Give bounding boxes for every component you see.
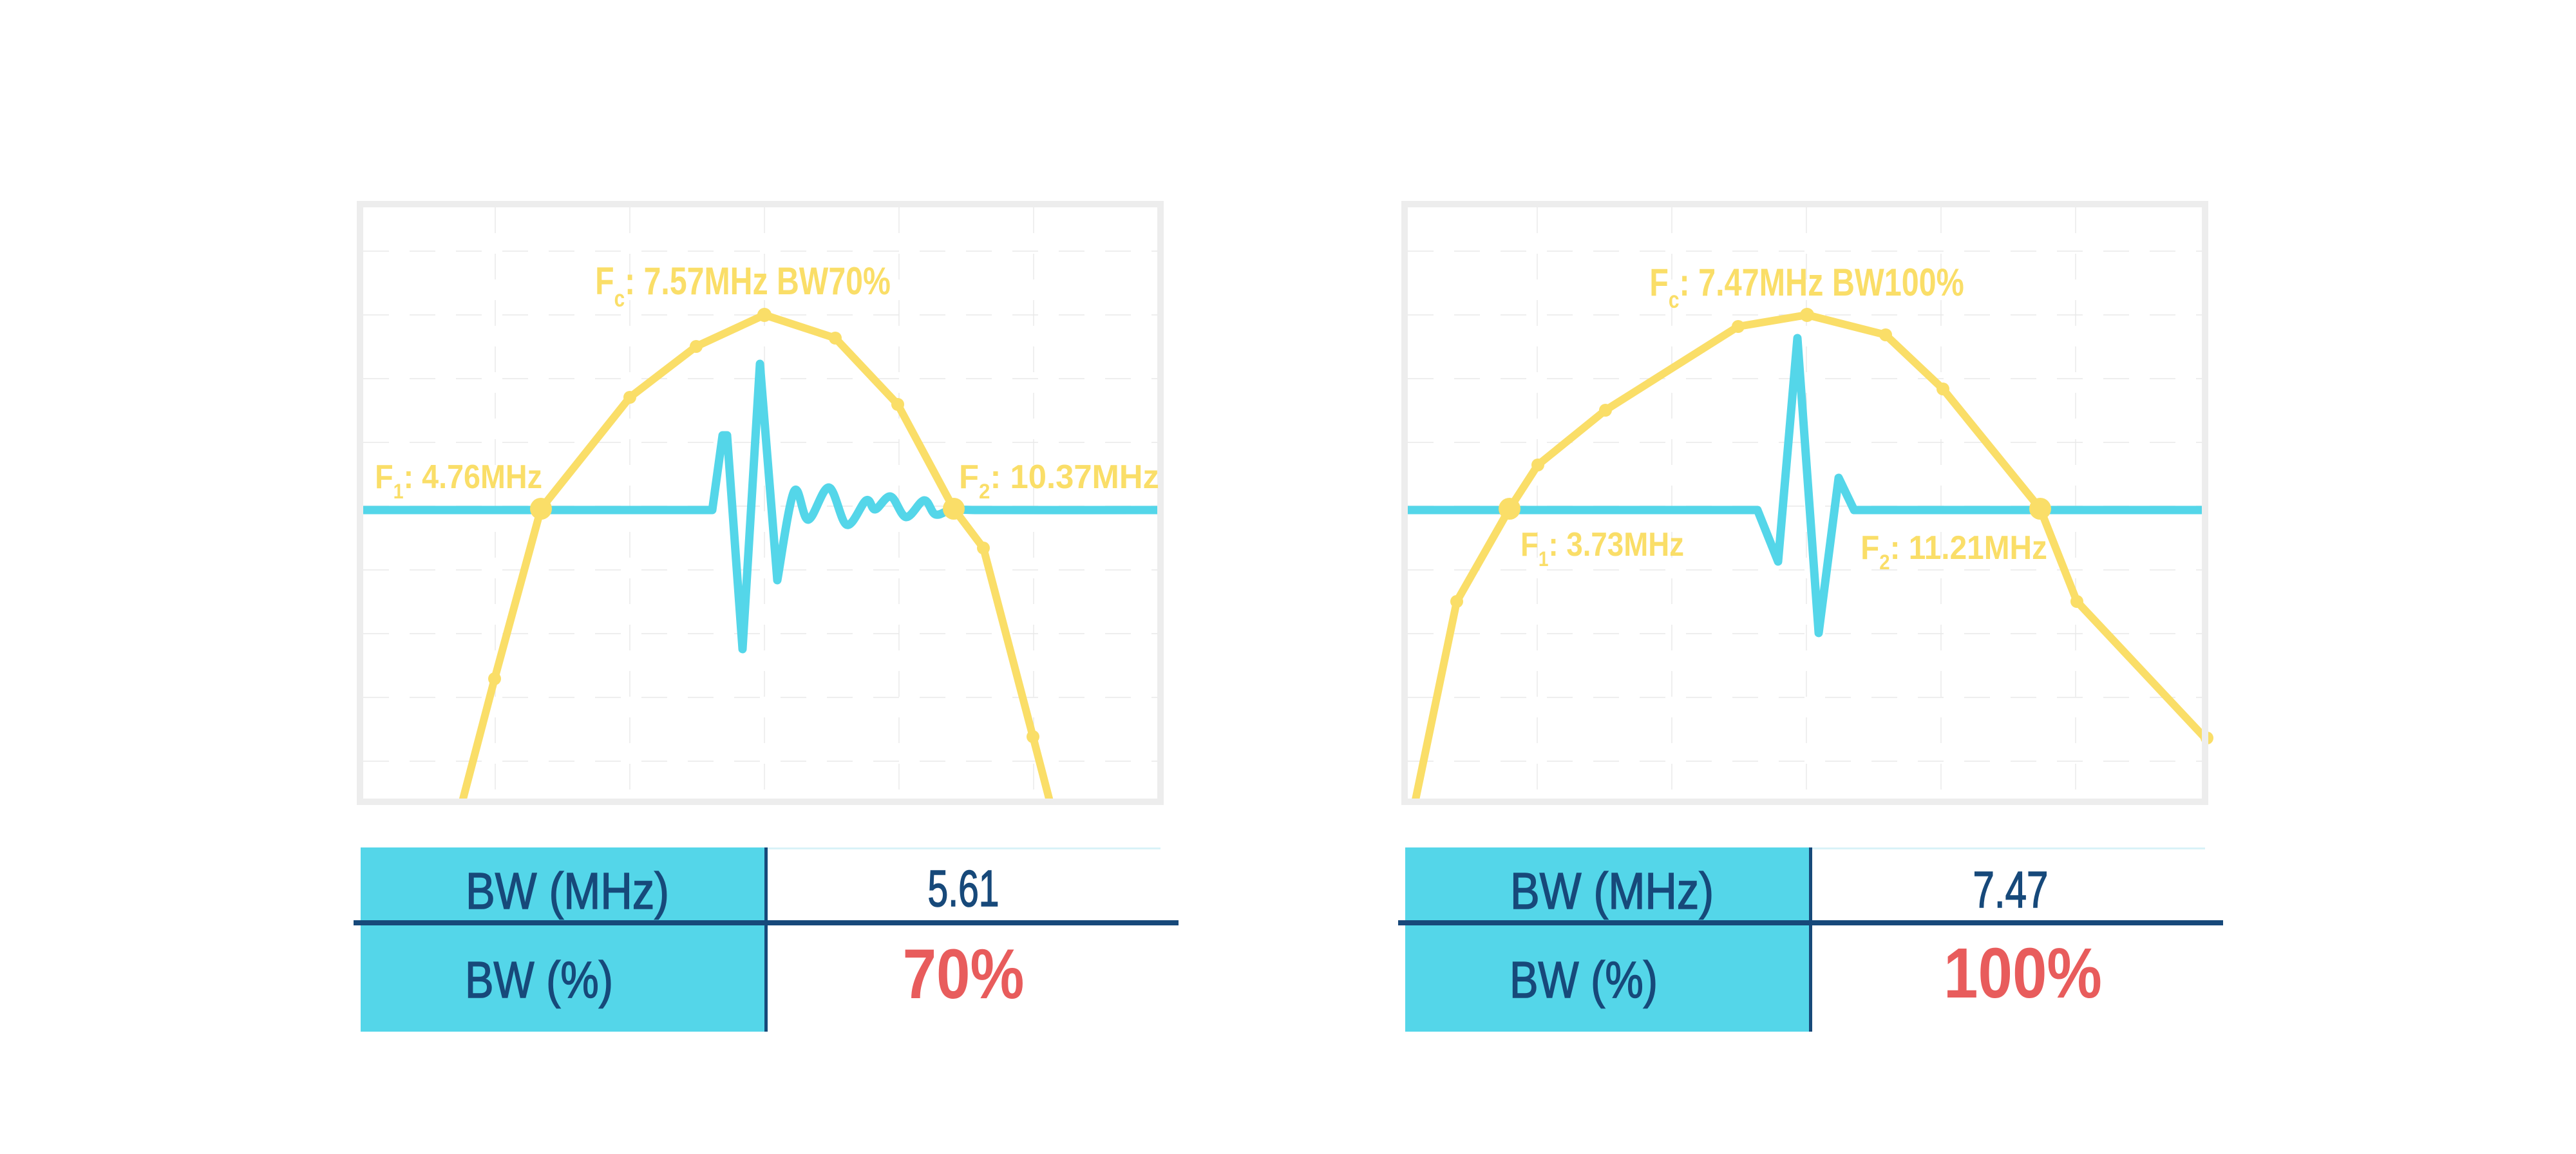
svg-text:7.47: 7.47 bbox=[1973, 861, 2049, 918]
svg-text:BW (%): BW (%) bbox=[465, 951, 613, 1008]
svg-text:BW (%): BW (%) bbox=[1510, 951, 1658, 1008]
svg-text:BW (MHz): BW (MHz) bbox=[466, 862, 669, 920]
svg-text:5.61: 5.61 bbox=[928, 859, 999, 917]
svg-text:70%: 70% bbox=[903, 934, 1025, 1013]
svg-text:100%: 100% bbox=[1944, 933, 2102, 1013]
svg-text:BW (MHz): BW (MHz) bbox=[1510, 862, 1714, 920]
